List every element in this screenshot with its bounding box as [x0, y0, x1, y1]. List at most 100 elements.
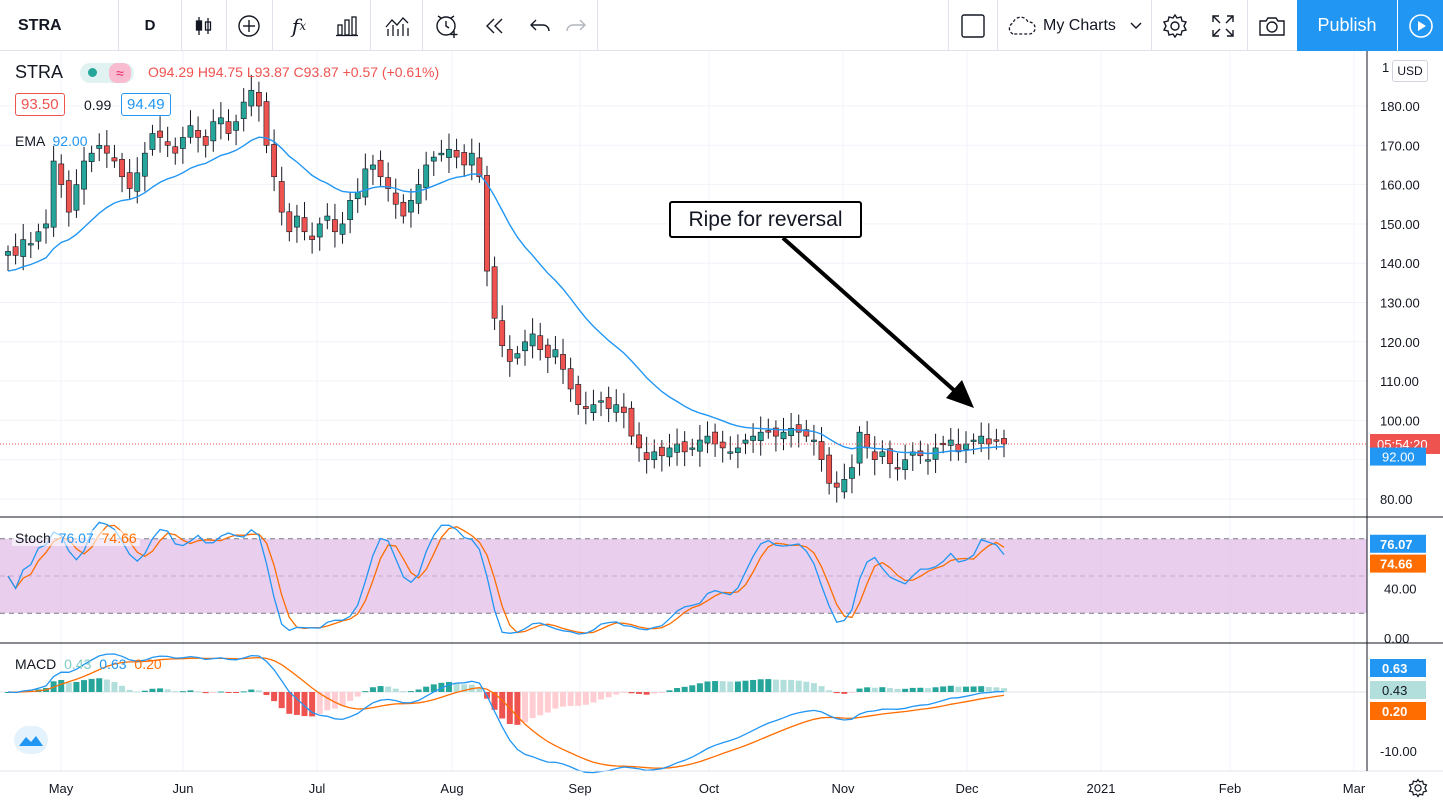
annotation-callout[interactable]: Ripe for reversal — [669, 201, 862, 238]
replay-icon[interactable] — [474, 0, 516, 51]
candle-body — [742, 439, 749, 444]
candle-body — [651, 451, 658, 461]
candle-body — [43, 223, 49, 229]
spread-value: 0.99 — [84, 97, 112, 113]
interval-button[interactable]: D — [119, 0, 181, 51]
undo-icon[interactable] — [520, 0, 560, 51]
candle-body — [590, 404, 597, 413]
candle-body — [696, 439, 703, 452]
macd-histogram-bar — [65, 682, 72, 692]
time-tick-label: Mar — [1343, 781, 1366, 796]
macd-histogram-bar — [613, 692, 620, 695]
my-charts-button[interactable]: My Charts — [999, 0, 1149, 51]
macd-histogram-bar — [111, 681, 118, 692]
my-charts-label: My Charts — [1043, 16, 1116, 34]
candle-body — [780, 431, 787, 440]
macd-histogram-bar — [940, 686, 947, 692]
macd-histogram-bar — [598, 692, 605, 700]
candle-body — [841, 479, 848, 493]
macd-histogram-bar — [552, 692, 559, 709]
candle-body — [35, 231, 42, 242]
chevron-down-icon — [1130, 22, 1142, 29]
interval-label: D — [144, 17, 156, 34]
annotation-arrow[interactable] — [781, 236, 974, 408]
candle-body — [301, 217, 308, 233]
candle-body — [286, 211, 293, 233]
alert-icon[interactable] — [424, 0, 470, 51]
candle-body — [339, 223, 346, 235]
macd-legend[interactable]: MACD 0.43 0.63 0.20 — [15, 656, 162, 672]
macd-histogram-bar — [324, 692, 331, 711]
symbol-search-button[interactable]: STRA — [0, 0, 118, 51]
macd-histogram-bar — [894, 688, 901, 692]
stoch-d-line — [7, 524, 1005, 634]
macd-histogram-bar — [354, 692, 361, 697]
candle-body — [400, 201, 407, 217]
candle-body — [636, 434, 642, 449]
candle-body — [58, 163, 65, 185]
macd-histogram-bar — [522, 692, 529, 723]
macd-histogram-bar — [453, 682, 460, 692]
camera-icon[interactable] — [1249, 0, 1295, 51]
bid-price[interactable]: 93.50 — [15, 93, 65, 116]
stoch-legend[interactable]: Stoch 76.07 74.66 — [12, 530, 140, 546]
macd-histogram-bar — [58, 679, 65, 692]
macd-histogram-bar — [727, 681, 734, 692]
publish-button[interactable]: Publish — [1297, 0, 1397, 51]
candle-body — [233, 121, 239, 131]
macd-histogram-bar — [400, 691, 407, 693]
stoch-d-badge — [1370, 554, 1426, 573]
macd-histogram-bar — [499, 692, 506, 719]
macd-line-badge — [1370, 659, 1426, 677]
candle-body — [263, 101, 270, 146]
layout-icon[interactable] — [950, 0, 996, 51]
price-tick-label: 80.00 — [1380, 492, 1413, 507]
bars-icon[interactable] — [326, 0, 368, 51]
candle-body — [141, 152, 148, 177]
compare-icon[interactable] — [372, 0, 422, 51]
candle-body — [324, 215, 331, 221]
legend-symbol: STRA — [15, 62, 64, 82]
macd-pane — [0, 653, 1367, 774]
candle-body — [582, 406, 589, 409]
macd-histogram-bar — [126, 689, 133, 692]
macd-histogram-bar — [917, 687, 924, 692]
macd-histogram-bar — [826, 690, 833, 692]
candle-body — [970, 439, 977, 442]
time-tick-label: Jun — [173, 781, 194, 796]
play-icon[interactable] — [1398, 0, 1443, 51]
macd-histogram-bar — [233, 692, 240, 693]
legend-status-badge[interactable]: ≈ — [80, 63, 134, 83]
macd-histogram-bar — [445, 681, 452, 692]
macd-histogram-bar — [886, 688, 893, 692]
tradingview-logo[interactable] — [14, 726, 48, 754]
macd-histogram-bar — [879, 687, 886, 692]
axis-settings-gear-icon[interactable] — [1408, 778, 1428, 803]
macd-histogram-bar — [240, 691, 247, 693]
macd-histogram-bar — [331, 692, 338, 709]
candle-body — [803, 429, 810, 437]
fullscreen-icon[interactable] — [1201, 0, 1245, 51]
currency-button[interactable]: USD — [1392, 60, 1428, 82]
ema-legend[interactable]: EMA 92.00 — [15, 133, 88, 149]
time-tick-label: Dec — [955, 781, 979, 796]
gear-icon[interactable] — [1153, 0, 1197, 51]
redo-icon[interactable] — [556, 0, 596, 51]
candles-icon[interactable] — [183, 0, 225, 51]
price-candles[interactable] — [5, 74, 1007, 503]
macd-histogram-bar — [864, 687, 871, 692]
stoch-band — [0, 538, 1367, 614]
chart-canvas[interactable]: 180.00170.00160.00150.00140.00130.00120.… — [0, 51, 1443, 805]
candle-body — [514, 353, 521, 359]
add-indicator-icon[interactable] — [228, 0, 270, 51]
time-tick-label: 2021 — [1087, 781, 1116, 796]
macd-histogram-bar — [605, 692, 612, 698]
macd-histogram-bar — [636, 692, 643, 694]
macd-histogram-bar — [696, 683, 703, 692]
candle-body — [248, 89, 255, 107]
macd-histogram-bar — [909, 687, 916, 692]
macd-histogram-bar — [278, 692, 285, 709]
ask-price[interactable]: 94.49 — [121, 93, 171, 116]
candle-body — [537, 335, 544, 350]
